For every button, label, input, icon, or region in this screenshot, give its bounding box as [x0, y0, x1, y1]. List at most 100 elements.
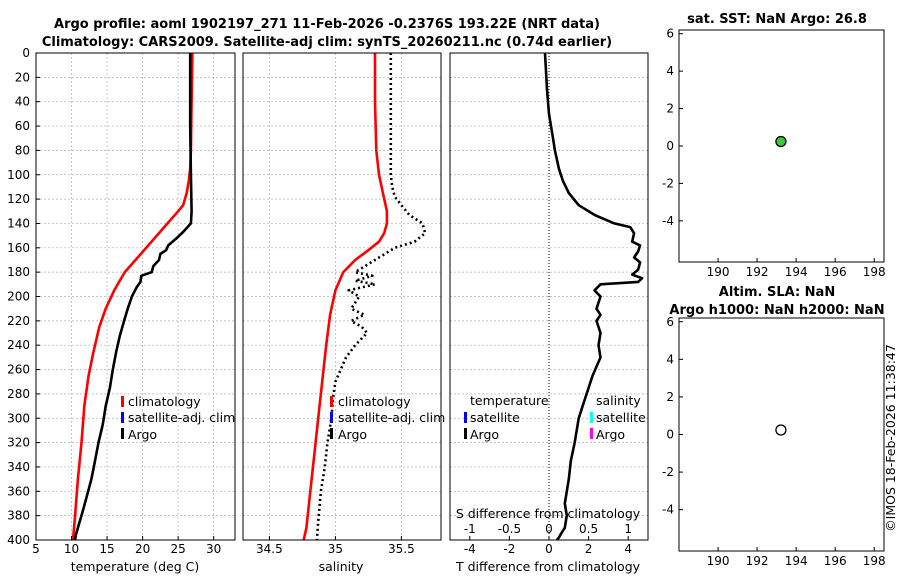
- y-tick-label: 60: [15, 119, 30, 133]
- figure-title-line2: Climatology: CARS2009. Satellite-adj cli…: [42, 35, 612, 50]
- data-point: [775, 135, 787, 148]
- series-line-climatology: [71, 52, 194, 541]
- x-tick-label: -4: [464, 542, 476, 556]
- x-tick-label: 192: [746, 265, 769, 279]
- y-tick-label: 6: [666, 315, 674, 329]
- y-tick-label: 120: [7, 192, 30, 206]
- y-tick-label: 160: [7, 241, 30, 255]
- legend-label-climatology: climatology: [128, 394, 201, 409]
- y-tick-label: 100: [7, 168, 30, 182]
- y-tick-label: 40: [15, 95, 30, 109]
- temperature-legend: climatology satellite-adj. clim Argo: [121, 394, 235, 442]
- x-tick-label: 196: [824, 265, 847, 279]
- x-top-tick-label: -1: [464, 522, 476, 536]
- y-tick-label: 300: [7, 411, 30, 425]
- legend-title-salinity: salinity: [596, 393, 641, 408]
- x-top-tick-label: 0.5: [579, 522, 598, 536]
- legend-label-argo: Argo: [128, 427, 157, 442]
- y-tick-label: 6: [666, 27, 674, 41]
- x-tick-label: 5: [32, 542, 40, 556]
- legend-swatch-climatology: [121, 396, 124, 407]
- salinity-xlabel: salinity: [319, 559, 364, 574]
- legend-swatch-argo: [330, 428, 333, 439]
- y-tick-label: 180: [7, 265, 30, 279]
- salinity-panel: 34.5 35 35.5: [242, 52, 442, 556]
- x-top-tick-label: 0: [545, 522, 553, 536]
- x-tick-label: 10: [64, 542, 79, 556]
- legend-label-s-satellite: satellite: [596, 410, 646, 425]
- plot-frame: [242, 52, 442, 541]
- y-tick-label: 140: [7, 216, 30, 230]
- legend-swatch-satellite: [330, 412, 333, 423]
- y-tick-label: 380: [7, 509, 30, 523]
- y-tick-label: 0: [666, 139, 674, 153]
- legend-swatch-t-argo: [464, 428, 467, 439]
- x-tick-label: 25: [171, 542, 186, 556]
- x-tick-label: 35.5: [388, 542, 415, 556]
- x-tick-label: 0: [545, 542, 553, 556]
- x-tick-label: 30: [206, 542, 221, 556]
- x-top-tick-label: -0.5: [498, 522, 521, 536]
- x-tick-label: 190: [707, 265, 730, 279]
- difference-panel: -4 -2 0 2 4 -1 -0.5 0 0.5 1: [449, 52, 649, 556]
- series-line-argo: [315, 53, 427, 541]
- imos-watermark: ©IMOS 18-Feb-2026 11:38:47: [883, 344, 898, 532]
- x-tick-label: 194: [785, 265, 808, 279]
- x-tick-label: 196: [824, 554, 847, 568]
- t-diff-xlabel: T difference from climatology: [455, 559, 641, 574]
- y-tick-label: 320: [7, 436, 30, 450]
- series-line-climatology: [302, 53, 389, 541]
- sla-title: Altim. SLA: NaN: [719, 285, 835, 300]
- x-tick-label: -2: [503, 542, 515, 556]
- y-tick-label: 200: [7, 290, 30, 304]
- legend-label-argo: Argo: [338, 427, 367, 442]
- y-tick-label: 2: [666, 390, 674, 404]
- y-tick-label: -2: [662, 176, 674, 190]
- y-tick-label: 0: [666, 428, 674, 442]
- salinity-legend: climatology satellite-adj. clim Argo: [330, 394, 445, 442]
- series-line-t-argo-climatology: [543, 52, 644, 541]
- s-diff-xlabel: S difference from climatology: [456, 506, 641, 521]
- legend-label-climatology: climatology: [338, 394, 411, 409]
- x-tick-label: 35: [328, 542, 343, 556]
- x-tick-label: 34.5: [256, 542, 283, 556]
- legend-swatch-s-satellite: [590, 412, 593, 423]
- sst-panel: 190 192 194 196 198 6 4 2 0 -2 -4: [662, 27, 886, 279]
- y-tick-label: 2: [666, 102, 674, 116]
- temperature-panel: 5 10 15 20 25 3002040608010012014016018020022…: [7, 46, 236, 556]
- y-tick-label: -2: [662, 465, 674, 479]
- y-tick-label: 20: [15, 70, 30, 84]
- y-tick-label: -4: [662, 503, 674, 517]
- y-tick-label: 0: [22, 46, 30, 60]
- x-tick-label: 4: [624, 542, 632, 556]
- x-tick-label: 194: [785, 554, 808, 568]
- sla-title-line2: Argo h1000: NaN h2000: NaN: [669, 303, 884, 318]
- x-tick-label: 198: [863, 265, 886, 279]
- y-tick-label: 400: [7, 533, 30, 547]
- x-tick-label: 2: [585, 542, 593, 556]
- legend-swatch-climatology: [330, 396, 333, 407]
- sst-title: sat. SST: NaN Argo: 26.8: [687, 12, 867, 27]
- legend-swatch-t-satellite: [464, 412, 467, 423]
- legend-label-satellite: satellite-adj. clim: [128, 410, 235, 425]
- legend-title-temperature: temperature: [470, 393, 549, 408]
- legend-label-t-satellite: satellite: [470, 410, 520, 425]
- legend-swatch-satellite: [121, 412, 124, 423]
- legend-swatch-s-argo: [590, 428, 593, 439]
- y-tick-label: 340: [7, 460, 30, 474]
- y-tick-label: 4: [666, 352, 674, 366]
- y-tick-label: 260: [7, 363, 30, 377]
- series-line-argo: [73, 53, 193, 541]
- figure-title-line1: Argo profile: aoml 1902197_271 11-Feb-20…: [54, 17, 600, 32]
- temperature-xlabel: temperature (deg C): [71, 559, 200, 574]
- legend-label-s-argo: Argo: [596, 427, 625, 442]
- y-tick-label: 240: [7, 338, 30, 352]
- data-point: [775, 424, 787, 436]
- x-top-tick-label: 1: [624, 522, 632, 536]
- legend-label-satellite: satellite-adj. clim: [338, 410, 445, 425]
- difference-legend: temperature salinity satellite Argo sate…: [464, 393, 646, 442]
- x-tick-label: 192: [746, 554, 769, 568]
- x-tick-label: 190: [707, 554, 730, 568]
- x-tick-label: 15: [99, 542, 114, 556]
